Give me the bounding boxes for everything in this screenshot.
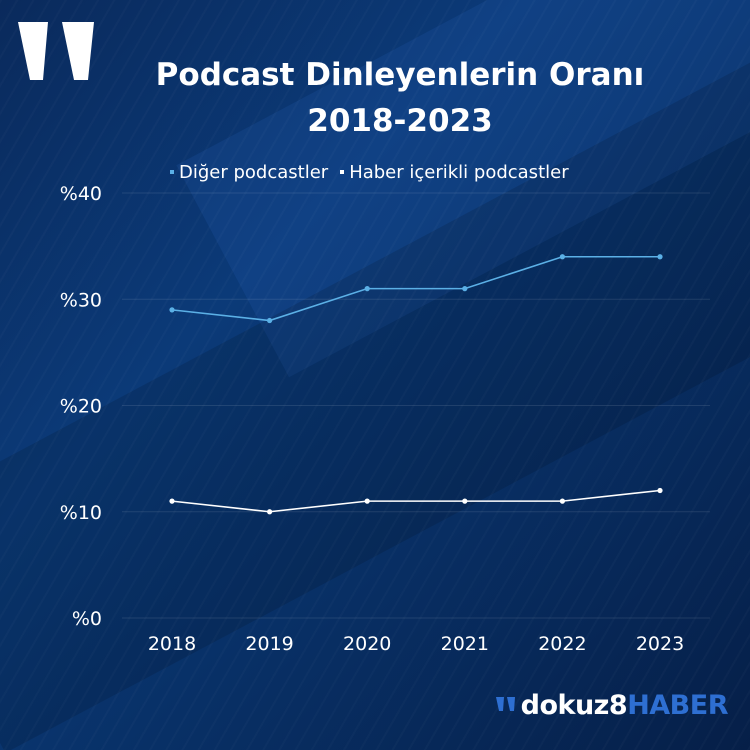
legend-swatch-diger bbox=[170, 170, 174, 174]
data-point bbox=[364, 286, 370, 292]
series-line-1 bbox=[171, 255, 660, 322]
chart-title-line-2: 2018-2023 bbox=[307, 103, 493, 139]
brand-logo: dokuz8 HABER bbox=[495, 690, 728, 721]
x-tick-label: 2023 bbox=[636, 633, 684, 655]
data-point bbox=[559, 498, 566, 504]
legend-item-haber: Haber içerikli podcastler bbox=[340, 161, 569, 183]
data-point bbox=[462, 286, 468, 292]
y-tick-label: %30 bbox=[60, 289, 102, 311]
legend-swatch-haber bbox=[340, 170, 345, 174]
legend-label-diger: Diğer podcastler bbox=[179, 161, 329, 183]
data-point bbox=[169, 498, 175, 504]
quote-mark-icon bbox=[18, 22, 94, 80]
x-tick-label: 2019 bbox=[245, 633, 293, 655]
data-point bbox=[169, 307, 175, 313]
y-tick-label: %0 bbox=[72, 608, 102, 630]
data-point bbox=[657, 254, 663, 260]
data-point bbox=[559, 254, 566, 260]
x-tick-label: 2021 bbox=[441, 633, 489, 655]
series-line-2 bbox=[171, 489, 661, 513]
data-point bbox=[462, 498, 468, 504]
chart-title: Podcast Dinleyenlerin Oranı 2018-2023 bbox=[90, 52, 710, 144]
legend-label-haber: Haber içerikli podcastler bbox=[349, 161, 569, 183]
y-tick-label: %40 bbox=[60, 183, 102, 205]
y-tick-label: %20 bbox=[60, 396, 102, 418]
x-tick-label: 2020 bbox=[343, 633, 391, 655]
data-point bbox=[364, 498, 370, 504]
data-point bbox=[267, 509, 273, 515]
brand-name-secondary: HABER bbox=[627, 690, 728, 721]
y-tick-label: %10 bbox=[60, 502, 102, 524]
chart-title-line-1: Podcast Dinleyenlerin Oranı bbox=[155, 57, 645, 93]
x-tick-label: 2022 bbox=[538, 633, 586, 655]
brand-quote-icon bbox=[495, 696, 515, 711]
brand-name-primary: dokuz8 bbox=[520, 690, 628, 721]
x-tick-label: 2018 bbox=[148, 633, 196, 655]
legend-item-diger: Diğer podcastler bbox=[170, 162, 328, 183]
data-point bbox=[267, 317, 273, 324]
data-point bbox=[657, 487, 663, 494]
chart-legend: Diğer podcastler Haber içerikli podcastl… bbox=[170, 161, 569, 183]
